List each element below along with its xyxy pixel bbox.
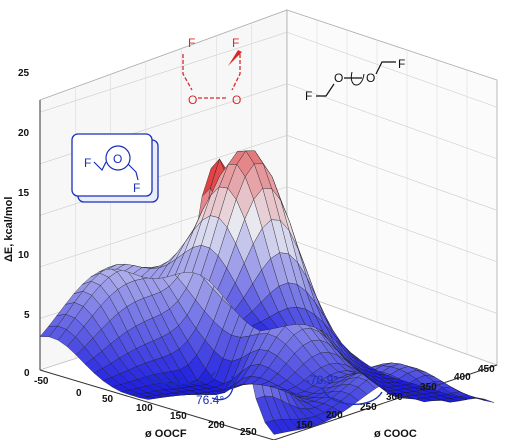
x-tick: 200 xyxy=(208,420,225,431)
y-axis-title: ø COOC xyxy=(374,428,417,440)
z-axis-title: ΔE, kcal/mol xyxy=(3,197,15,262)
atom-label: O xyxy=(366,71,375,85)
y-tick: 150 xyxy=(296,420,313,431)
newman-ring xyxy=(105,145,131,171)
atom-label: O xyxy=(334,71,343,85)
atom-label: F xyxy=(133,181,140,195)
x-tick: 150 xyxy=(170,411,187,422)
y-tick: 300 xyxy=(386,392,403,403)
atom-label: F xyxy=(188,36,195,50)
molecule-structure-right: F O O F xyxy=(305,57,405,103)
y-tick: 400 xyxy=(454,372,471,383)
dihedral-arrow xyxy=(141,371,216,385)
dihedral-label: 76.4° xyxy=(196,393,224,407)
z-tick: 5 xyxy=(24,310,30,321)
dihedral-label: -70.9° xyxy=(306,373,338,387)
wedge-bond xyxy=(228,50,242,66)
dihedral-arrow xyxy=(211,375,234,401)
gridline xyxy=(273,364,498,441)
atom-label: F xyxy=(305,89,312,103)
gridline xyxy=(286,289,498,366)
dihedral-arrow xyxy=(321,387,383,405)
atom-label: F xyxy=(232,36,239,50)
z-tick: 15 xyxy=(18,188,30,199)
dihedral-label: -70.9° xyxy=(150,375,182,389)
gridline xyxy=(286,238,498,314)
bond-lines xyxy=(182,54,241,99)
gridline xyxy=(286,135,498,211)
surface-facet xyxy=(251,321,270,332)
gridline xyxy=(39,31,288,113)
x-axis-ticks: -50 0 50 100 150 200 250 xyxy=(34,376,257,438)
bond-lines xyxy=(316,61,396,97)
gridline xyxy=(39,369,275,441)
atom-label: O xyxy=(232,93,241,107)
x-tick: -50 xyxy=(34,376,49,387)
molecule-frame-shadow xyxy=(71,133,153,197)
z-tick: 10 xyxy=(18,250,30,261)
x-tick: 250 xyxy=(240,427,257,438)
atom-label: F xyxy=(398,57,405,71)
gridline xyxy=(286,31,498,108)
axes xyxy=(39,100,498,441)
dihedral-annotations: -70.9° 76.4° -70.9° xyxy=(141,371,383,407)
bond-lines xyxy=(93,161,139,181)
y-tick: 250 xyxy=(360,402,377,413)
rotation-arrow xyxy=(350,71,365,86)
atom-label: O xyxy=(188,93,197,107)
y-tick: 200 xyxy=(326,410,343,421)
molecule-structure-left: F O F xyxy=(71,133,159,203)
y-tick: 450 xyxy=(478,364,495,375)
x-tick: 0 xyxy=(76,388,82,399)
z-tick: 0 xyxy=(24,368,30,379)
x-tick: 50 xyxy=(102,394,114,405)
z-axis-ticks: 0 5 10 15 20 25 xyxy=(18,68,30,379)
gridline xyxy=(286,186,498,263)
atom-label: F xyxy=(84,156,91,170)
y-tick: 350 xyxy=(420,382,437,393)
energy-surface xyxy=(39,150,495,435)
x-axis-title: ø OOCF xyxy=(145,428,187,440)
z-tick: 20 xyxy=(18,128,30,139)
x-tick: 100 xyxy=(136,403,153,414)
z-tick: 25 xyxy=(18,68,30,79)
y-axis-ticks: 150 200 250 300 350 400 450 xyxy=(296,364,495,431)
molecule-structure-top: F F O O xyxy=(182,36,242,107)
atom-label: O xyxy=(113,152,122,166)
